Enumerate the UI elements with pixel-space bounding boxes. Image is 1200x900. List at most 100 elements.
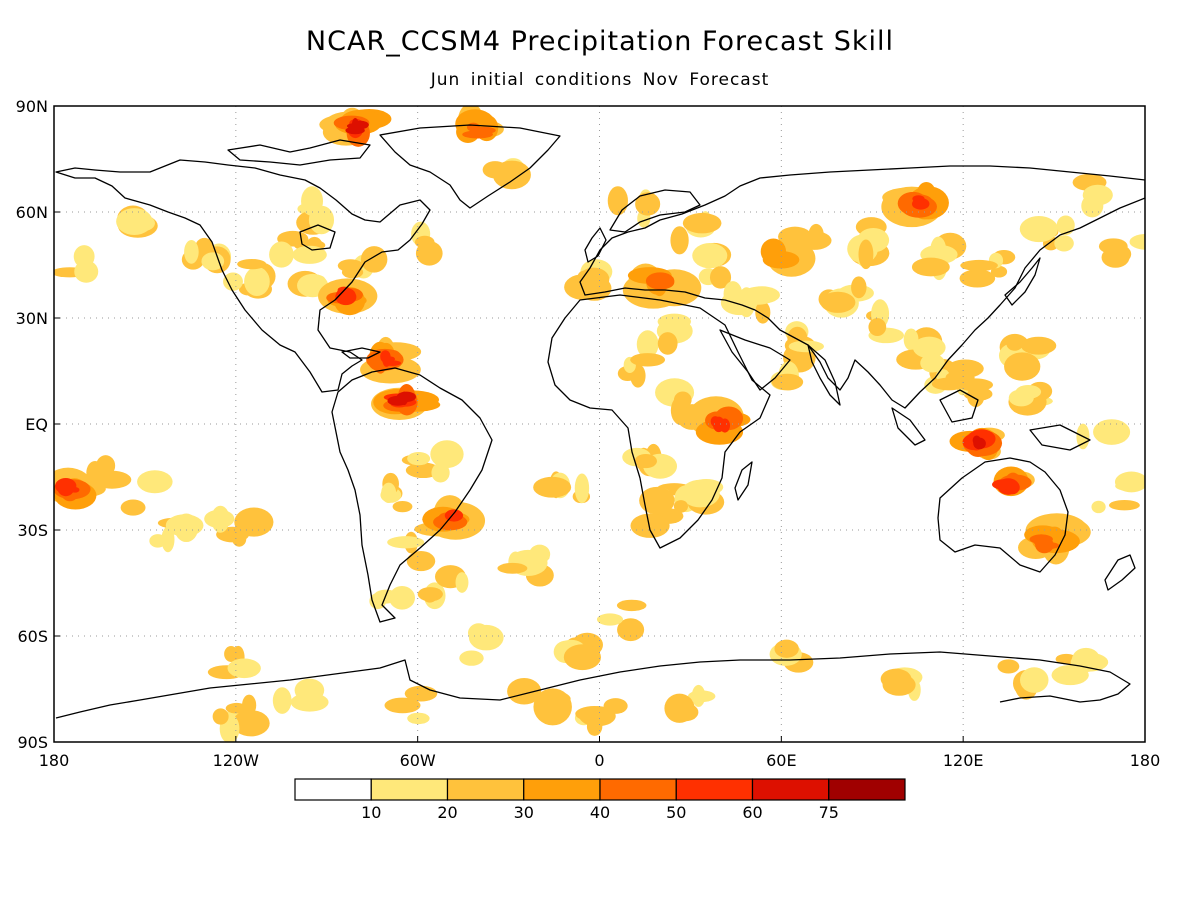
skill-patch bbox=[990, 265, 1008, 278]
coast-eurasia bbox=[579, 165, 1145, 409]
skill-patch bbox=[912, 336, 946, 359]
colorbar-label: 20 bbox=[437, 803, 457, 822]
skill-patch bbox=[639, 486, 675, 515]
skill-patch bbox=[1004, 352, 1041, 381]
skill-patch bbox=[630, 353, 666, 367]
colorbar-swatch bbox=[828, 778, 906, 801]
skill-patch bbox=[1101, 247, 1130, 268]
map-subtitle: Jun initial conditions Nov Forecast bbox=[430, 70, 770, 90]
skill-region-northern-south-america bbox=[400, 391, 408, 406]
skill-patch bbox=[290, 692, 329, 712]
skill-patch bbox=[672, 703, 699, 722]
coast-africa bbox=[547, 294, 771, 549]
skill-region-eastern-australia bbox=[1035, 536, 1054, 554]
skill-patch bbox=[149, 534, 167, 548]
skill-patch bbox=[74, 260, 99, 283]
lat-label: 90S bbox=[17, 733, 48, 752]
coast-india bbox=[807, 344, 841, 406]
map-title: NCAR_CCSM4 Precipitation Forecast Skill bbox=[305, 26, 895, 57]
skill-patch bbox=[635, 192, 661, 216]
skill-region-antarctica-coast bbox=[533, 688, 572, 726]
skill-patch bbox=[292, 245, 327, 264]
skill-patch bbox=[1091, 500, 1106, 514]
lon-label: 60W bbox=[400, 751, 436, 770]
skill-patch bbox=[1006, 337, 1023, 351]
skill-patch bbox=[771, 373, 804, 391]
skill-patch bbox=[680, 479, 720, 508]
skill-patch bbox=[920, 353, 945, 373]
skill-region-siberia bbox=[912, 195, 925, 203]
skill-patch bbox=[820, 291, 856, 313]
skill-patch bbox=[301, 186, 324, 216]
coast-australia bbox=[937, 457, 1069, 573]
skill-patch bbox=[497, 562, 528, 574]
skill-patch bbox=[232, 710, 270, 737]
skill-patch bbox=[165, 514, 204, 537]
coast-antarctica bbox=[55, 651, 1131, 719]
colorbar-swatch bbox=[523, 778, 601, 801]
skill-patch bbox=[132, 215, 155, 231]
skill-patch bbox=[272, 687, 292, 714]
skill-patch bbox=[882, 673, 916, 696]
skill-region-mediterranean bbox=[645, 272, 675, 290]
skill-patch bbox=[406, 550, 436, 572]
lat-label: 30S bbox=[17, 521, 48, 540]
skill-patch bbox=[455, 572, 469, 593]
coast-new-zealand bbox=[1104, 554, 1136, 591]
coast-north-america bbox=[55, 159, 431, 393]
skill-patch bbox=[673, 391, 692, 409]
colorbar-swatch bbox=[370, 778, 449, 801]
skill-patch bbox=[574, 473, 590, 504]
skill-patch bbox=[1082, 184, 1113, 206]
skill-patch bbox=[911, 257, 950, 277]
skill-patch bbox=[634, 453, 657, 469]
longitude-ticks bbox=[53, 736, 1146, 742]
coast-cuba bbox=[341, 347, 381, 359]
skill-patch bbox=[360, 246, 388, 273]
skill-patch bbox=[232, 531, 247, 547]
skill-patch bbox=[269, 241, 294, 268]
skill-patch bbox=[407, 451, 431, 466]
skill-patch bbox=[137, 470, 173, 494]
skill-patch bbox=[709, 266, 732, 289]
skill-patch bbox=[858, 239, 874, 270]
skill-patch bbox=[414, 235, 435, 249]
coast-madagascar bbox=[734, 461, 753, 501]
skill-patch bbox=[431, 462, 450, 483]
coastlines bbox=[55, 124, 1145, 719]
colorbar-swatch bbox=[599, 778, 677, 801]
skill-patch bbox=[86, 461, 104, 485]
lon-label: 60E bbox=[766, 751, 796, 770]
colorbar-label: 30 bbox=[514, 803, 534, 822]
skill-patch bbox=[1109, 499, 1140, 511]
skill-patch bbox=[1071, 647, 1101, 673]
colorbar-label: 60 bbox=[742, 803, 762, 822]
skill-patch bbox=[636, 330, 659, 359]
skill-region-south-pacific bbox=[55, 478, 77, 494]
coast-arabia bbox=[719, 329, 791, 391]
skill-patch bbox=[201, 252, 225, 271]
skill-patch bbox=[563, 644, 601, 671]
skill-patch bbox=[755, 301, 771, 324]
coast-uk bbox=[584, 227, 607, 263]
skill-patch bbox=[387, 536, 425, 549]
skill-patch bbox=[682, 212, 722, 234]
skill-patch bbox=[237, 258, 267, 270]
skill-patch bbox=[586, 717, 603, 736]
coast-scandinavia bbox=[609, 189, 701, 233]
lat-label: 90N bbox=[16, 97, 48, 116]
skill-patch bbox=[234, 507, 274, 537]
skill-patch bbox=[227, 658, 261, 679]
lon-label: 120W bbox=[213, 751, 260, 770]
skill-patch bbox=[337, 259, 364, 272]
skill-patch bbox=[407, 712, 430, 725]
skill-patch bbox=[468, 623, 490, 643]
coast-arctic-islands bbox=[227, 139, 371, 166]
colorbar-swatch bbox=[294, 778, 372, 801]
skill-patch bbox=[960, 259, 998, 271]
skill-region-arctic-canada bbox=[346, 123, 365, 129]
skill-region-central-asia bbox=[760, 238, 787, 265]
skill-patch bbox=[945, 370, 975, 385]
skill-region-greenland-north bbox=[466, 122, 480, 132]
